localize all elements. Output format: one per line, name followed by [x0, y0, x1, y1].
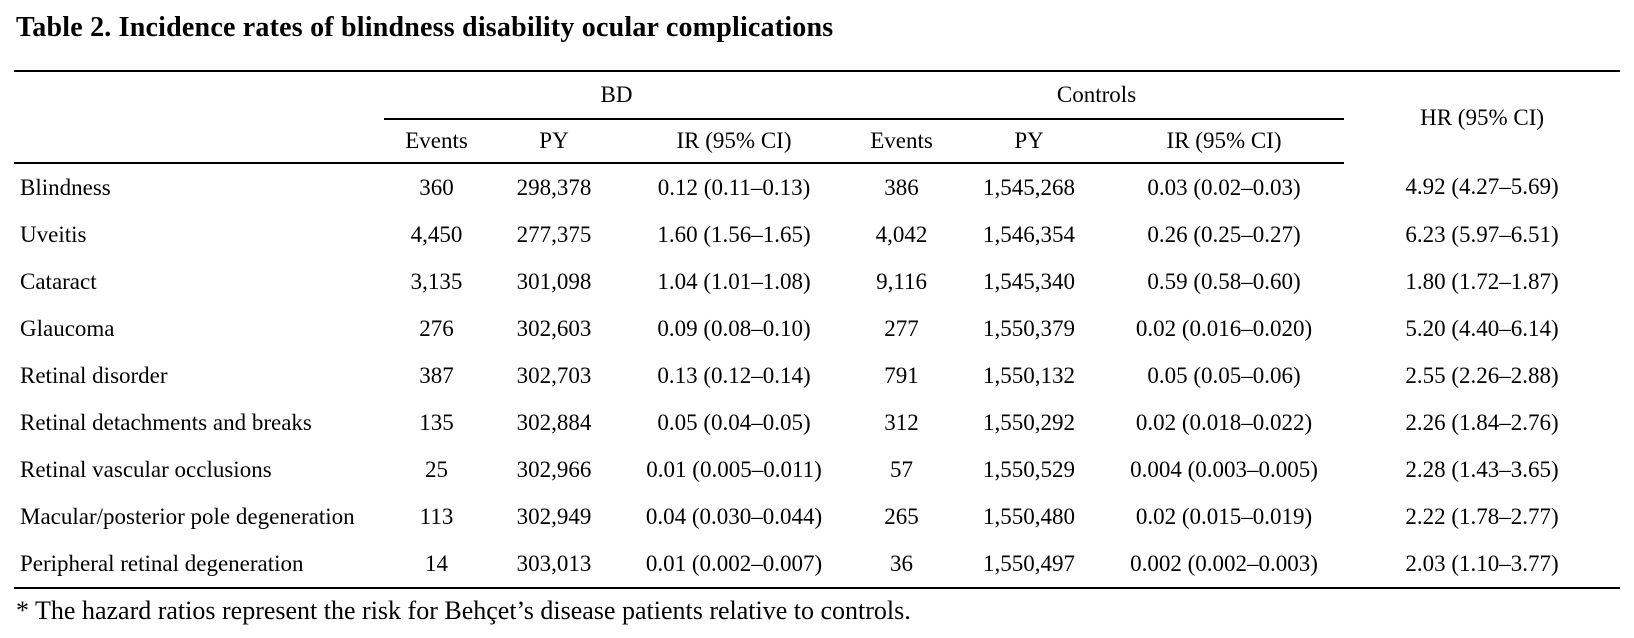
cell-c-py: 1,545,340 — [983, 268, 1076, 294]
cell-hr: 2.26 (1.84–2.76) — [1405, 409, 1559, 435]
cell-c-events: 4,042 — [875, 221, 928, 247]
stub-subheader-cell — [14, 119, 384, 164]
cell-c-events: 265 — [884, 503, 919, 529]
cell-hr: 1.80 (1.72–1.87) — [1405, 268, 1559, 294]
cell-bd-events: 387 — [419, 362, 454, 388]
group-header-row: BD Controls HR (95% CI) — [14, 70, 1621, 163]
cell-c-py: 1,550,292 — [983, 409, 1076, 435]
table-row: Macular/posterior pole degeneration 113 30… — [14, 493, 1620, 540]
cell-c-ir: 0.59 (0.58–0.60) — [1147, 268, 1301, 294]
cell-hr: 2.55 (2.26–2.88) — [1405, 362, 1559, 388]
table-row: Retinal disorder 387 302,703 0.13 (0.12–0.1… — [14, 352, 1620, 399]
cell-c-events: 312 — [884, 409, 919, 435]
cell-c-events: 36 — [849, 540, 955, 589]
cell-bd-events: 3,135 — [410, 268, 463, 294]
column-header-controls-py: PY — [954, 119, 1105, 164]
stub-header-cell — [14, 70, 384, 119]
cell-c-ir: 0.05 (0.05–0.06) — [1147, 362, 1301, 388]
cell-bd-events: 4,450 — [410, 221, 463, 247]
row-label: Retinal detachments and breaks — [20, 409, 312, 435]
cell-c-py: 1,550,379 — [983, 315, 1076, 341]
cell-bd-ir: 0.01 (0.005–0.011) — [646, 456, 822, 482]
cell-c-events: 57 — [890, 456, 914, 482]
cell-c-events: 386 — [884, 174, 919, 200]
cell-hr: 6.23 (5.97–6.51) — [1405, 221, 1559, 247]
table-row: Retinal vascular occlusions 25 302,966 0.01… — [14, 446, 1620, 493]
column-header-hr: HR (95% CI) — [1344, 70, 1621, 163]
cell-bd-py: 302,884 — [516, 409, 592, 435]
column-header-controls-events: Events — [849, 119, 955, 164]
cell-c-events: 9,116 — [876, 268, 927, 294]
cell-hr: 5.20 (4.40–6.14) — [1405, 315, 1559, 341]
table-row: Uveitis 4,450 277,375 1.60 (1.56–1.65) 4,042… — [14, 211, 1620, 258]
cell-c-py: 1,550,497 — [954, 540, 1105, 589]
table-row: Glaucoma 276 302,603 0.09 (0.08–0.10) 277 1,5… — [14, 305, 1620, 352]
cell-c-ir: 0.03 (0.02–0.03) — [1147, 174, 1301, 200]
cell-bd-py: 301,098 — [516, 268, 592, 294]
cell-bd-ir: 1.04 (1.01–1.08) — [657, 268, 811, 294]
column-header-bd-py: PY — [489, 119, 619, 164]
cell-bd-ir: 0.05 (0.04–0.05) — [657, 409, 811, 435]
cell-bd-py: 277,375 — [516, 221, 592, 247]
cell-hr: 4.92 (4.27–5.69) — [1405, 174, 1559, 199]
group-header-controls: Controls — [849, 70, 1345, 120]
cell-bd-py: 303,013 — [489, 540, 619, 589]
cell-bd-ir: 0.04 (0.030–0.044) — [645, 503, 823, 529]
cell-bd-py: 298,378 — [516, 174, 592, 200]
cell-c-py: 1,550,132 — [983, 362, 1076, 388]
cell-bd-py: 302,949 — [516, 503, 592, 529]
cell-bd-ir: 0.09 (0.08–0.10) — [657, 315, 811, 341]
row-label: Glaucoma — [20, 315, 115, 341]
incidence-table: BD Controls HR (95% CI) Events PY IR (95… — [14, 70, 1621, 589]
cell-bd-py: 302,966 — [516, 456, 592, 482]
cell-bd-ir: 0.12 (0.11–0.13) — [657, 174, 811, 200]
row-label: Retinal disorder — [20, 362, 168, 388]
cell-bd-py: 302,603 — [516, 315, 592, 341]
cell-bd-events: 25 — [425, 456, 448, 482]
row-label: Cataract — [20, 268, 97, 294]
cell-c-ir: 0.02 (0.016–0.020) — [1135, 315, 1313, 341]
cell-c-py: 1,545,268 — [983, 174, 1076, 200]
cell-bd-events: 14 — [384, 540, 489, 589]
cell-bd-events: 360 — [419, 174, 454, 200]
table-title: Table 2. Incidence rates of blindness di… — [16, 12, 834, 43]
cell-c-events: 791 — [884, 362, 919, 388]
sub-header-row: Events PY IR (95% CI) Events PY IR (95% … — [14, 119, 1620, 164]
cell-c-ir: 0.02 (0.015–0.019) — [1135, 503, 1313, 529]
table-row: Retinal detachments and breaks 135 302,884… — [14, 399, 1620, 446]
cell-bd-events: 113 — [419, 503, 454, 529]
cell-c-py: 1,550,529 — [983, 456, 1076, 482]
cell-bd-events: 135 — [419, 409, 454, 435]
column-header-bd-events: Events — [384, 119, 489, 164]
group-header-bd: BD — [384, 70, 850, 120]
table-footnote: * The hazard ratios represent the risk f… — [16, 596, 911, 625]
cell-c-py: 1,550,480 — [983, 503, 1076, 529]
cell-bd-events: 276 — [419, 315, 454, 341]
table-body: Blindness 360 298,378 0.12 (0.11–0.13) 386 1,… — [14, 163, 1621, 589]
cell-c-ir: 0.004 (0.003–0.005) — [1130, 456, 1318, 482]
row-label: Peripheral retinal degeneration — [14, 540, 384, 589]
row-label: Macular/posterior pole degeneration — [20, 503, 355, 529]
cell-hr: 2.22 (1.78–2.77) — [1405, 503, 1559, 529]
column-header-controls-ir: IR (95% CI) — [1104, 119, 1345, 164]
table-row: Cataract 3,135 301,098 1.04 (1.01–1.08) 9,11… — [14, 258, 1620, 305]
cell-bd-ir: 1.60 (1.56–1.65) — [657, 221, 811, 247]
cell-bd-ir: 0.13 (0.12–0.14) — [657, 362, 811, 388]
column-header-bd-ir: IR (95% CI) — [619, 119, 850, 164]
cell-c-ir: 0.002 (0.002–0.003) — [1104, 540, 1345, 589]
cell-c-events: 277 — [884, 315, 919, 341]
cell-c-ir: 0.02 (0.018–0.022) — [1135, 409, 1313, 435]
table-row: Blindness 360 298,378 0.12 (0.11–0.13) 386 1,… — [14, 163, 1620, 211]
row-label: Blindness — [20, 174, 111, 200]
row-label: Retinal vascular occlusions — [20, 456, 272, 482]
row-label: Uveitis — [20, 221, 87, 247]
cell-c-py: 1,546,354 — [983, 221, 1076, 247]
cell-hr: 2.03 (1.10–3.77) — [1344, 540, 1621, 589]
cell-c-ir: 0.26 (0.25–0.27) — [1147, 221, 1301, 247]
cell-bd-ir: 0.01 (0.002–0.007) — [619, 540, 850, 589]
cell-hr: 2.28 (1.43–3.65) — [1405, 456, 1559, 482]
table-row: Peripheral retinal degeneration 14 303,013… — [14, 540, 1621, 589]
cell-bd-py: 302,703 — [516, 362, 592, 388]
